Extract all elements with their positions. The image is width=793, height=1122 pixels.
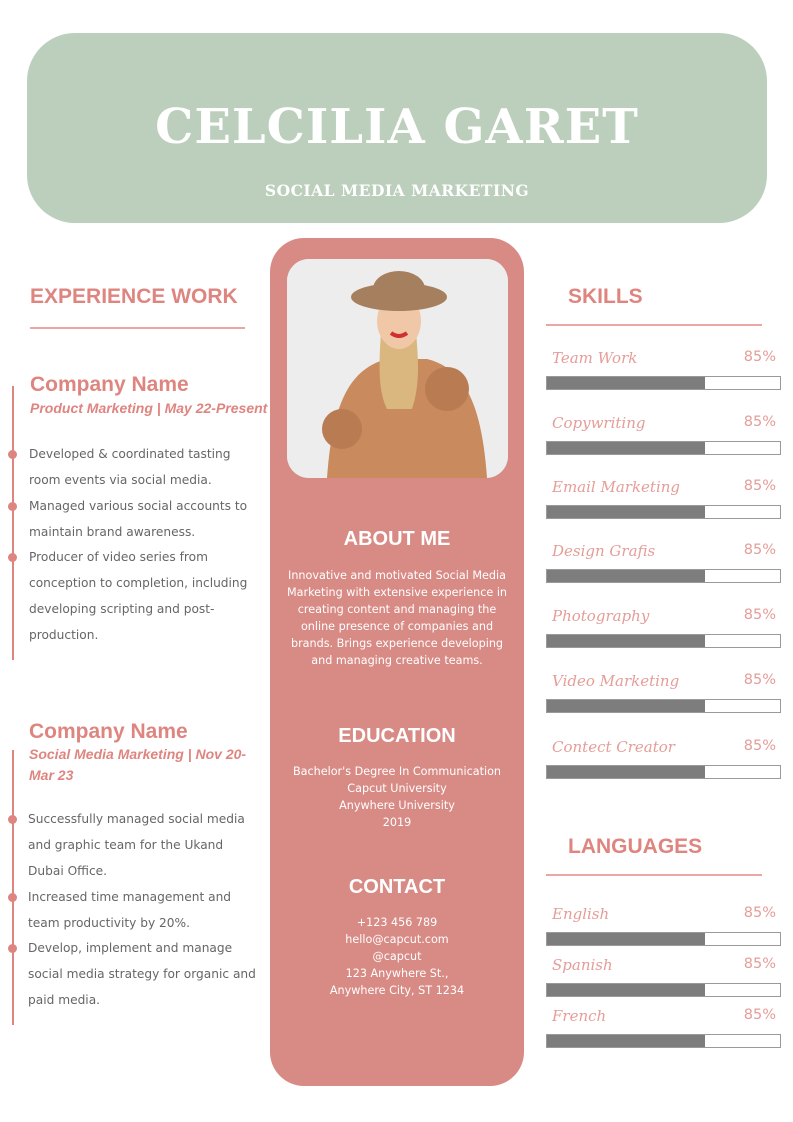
bullet-dot-icon	[8, 944, 17, 953]
contact-address: 123 Anywhere St.,	[345, 967, 449, 980]
skill-percent: 85%	[743, 542, 776, 558]
job-bullet: Develop, implement and manage social med…	[28, 941, 256, 1007]
contact-phone: +123 456 789	[356, 916, 438, 929]
job-title: Social Media Marketing | Nov 20-Mar 23	[29, 746, 247, 783]
language-bar	[546, 1034, 781, 1048]
skill-label: Contect Creator	[552, 738, 675, 756]
about-heading: ABOUT ME	[343, 528, 451, 550]
skill-label: Video Marketing	[552, 672, 680, 690]
skill-bar	[546, 441, 781, 455]
education-school: Capcut University	[347, 782, 447, 795]
language-bar-fill	[547, 984, 706, 996]
education-year: 2019	[382, 816, 412, 829]
contact-heading: CONTACT	[348, 876, 446, 898]
skill-percent: 85%	[743, 478, 776, 494]
skill-bar	[546, 765, 781, 779]
timeline-line	[12, 386, 14, 660]
bullet-dot-icon	[8, 450, 17, 459]
candidate-role: SOCIAL MEDIA MARKETING	[264, 181, 530, 200]
skill-bar-fill	[547, 700, 706, 712]
skill-bar-fill	[547, 442, 706, 454]
language-percent: 85%	[743, 905, 776, 921]
skill-bar-fill	[547, 506, 706, 518]
languages-heading: LANGUAGES	[568, 835, 703, 858]
job-bullet: Producer of video series from conception…	[29, 550, 248, 642]
skill-bar-fill	[547, 766, 706, 778]
language-bar	[546, 932, 781, 946]
language-label: French	[552, 1007, 607, 1025]
about-text: Innovative and motivated Social Media Ma…	[286, 569, 508, 667]
skill-label: Photography	[552, 607, 650, 625]
timeline-line	[12, 750, 14, 1025]
skill-bar-fill	[547, 377, 706, 389]
skill-percent: 85%	[743, 607, 776, 623]
education-heading: EDUCATION	[338, 725, 456, 747]
job-bullet: Successfully managed social media and gr…	[28, 812, 245, 878]
language-label: English	[552, 905, 610, 923]
candidate-name: CELCILIA GARET	[155, 99, 639, 155]
contact-address: Anywhere City, ST 1234	[329, 984, 465, 997]
skill-bar-fill	[547, 570, 706, 582]
education-school: Anywhere University	[339, 799, 455, 812]
skill-percent: 85%	[743, 672, 776, 688]
divider	[546, 874, 762, 876]
skill-bar	[546, 376, 781, 390]
job-title: Product Marketing | May 22-Present	[30, 400, 268, 416]
company-name: Company Name	[29, 720, 188, 743]
job-bullet: Increased time management and team produ…	[28, 890, 232, 930]
contact-email: hello@capcut.com	[345, 933, 449, 946]
language-bar	[546, 983, 781, 997]
language-bar-fill	[547, 933, 706, 945]
contact-social: @capcut	[372, 950, 422, 963]
divider	[30, 327, 245, 329]
job-bullet: Managed various social accounts to maint…	[29, 499, 248, 539]
education-degree: Bachelor's Degree In Communication	[292, 765, 502, 778]
language-percent: 85%	[743, 1007, 776, 1023]
company-name: Company Name	[30, 373, 189, 396]
skill-bar-fill	[547, 635, 706, 647]
skill-label: Copywriting	[552, 414, 646, 432]
language-label: Spanish	[552, 956, 613, 974]
bullet-dot-icon	[8, 815, 17, 824]
skill-bar	[546, 699, 781, 713]
skill-bar	[546, 634, 781, 648]
divider	[546, 324, 762, 326]
skill-percent: 85%	[743, 414, 776, 430]
job-bullet: Developed & coordinated tasting room eve…	[29, 447, 231, 487]
experience-heading: EXPERIENCE WORK	[30, 285, 238, 308]
skill-percent: 85%	[743, 349, 776, 365]
skill-percent: 85%	[743, 738, 776, 754]
language-bar-fill	[547, 1035, 706, 1047]
skill-bar	[546, 505, 781, 519]
bullet-dot-icon	[8, 553, 17, 562]
bullet-dot-icon	[8, 893, 17, 902]
profile-photo	[287, 259, 508, 478]
skill-label: Email Marketing	[552, 478, 681, 496]
language-percent: 85%	[743, 956, 776, 972]
skill-label: Design Grafis	[552, 542, 656, 560]
skill-label: Team Work	[552, 349, 638, 367]
skills-heading: SKILLS	[568, 285, 643, 308]
skill-bar	[546, 569, 781, 583]
header-banner: CELCILIA GARET SOCIAL MEDIA MARKETING	[27, 33, 767, 223]
bullet-dot-icon	[8, 502, 17, 511]
